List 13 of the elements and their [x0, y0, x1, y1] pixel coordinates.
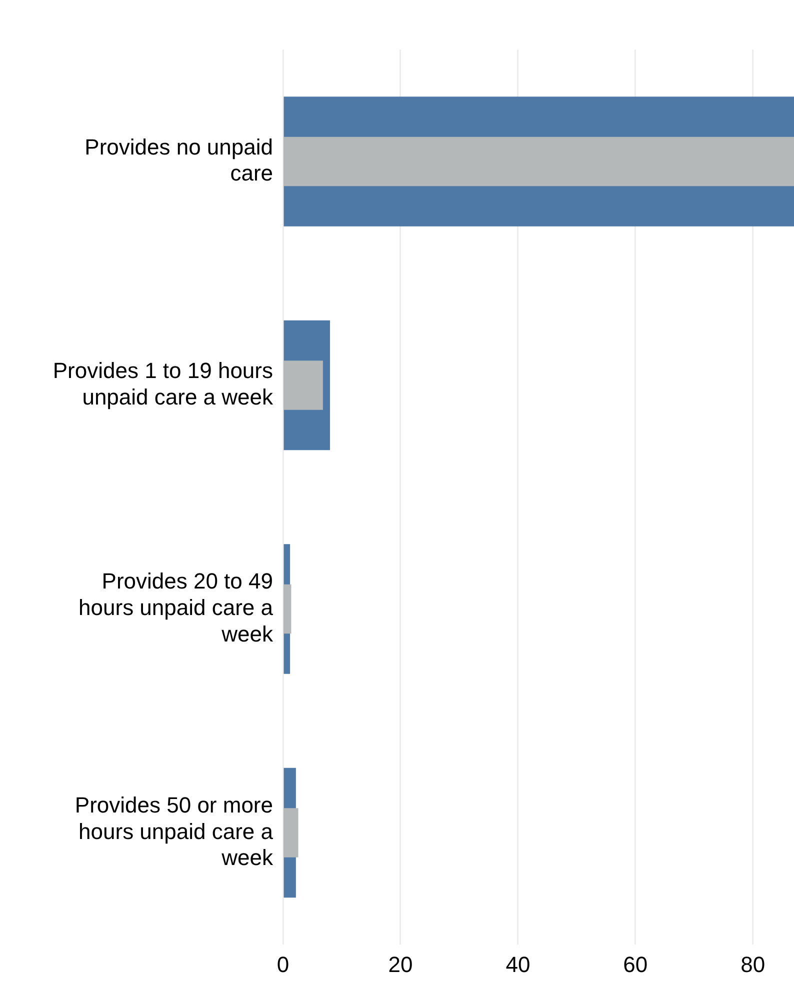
bar	[284, 584, 292, 634]
x-tick-label: 60	[623, 952, 648, 977]
x-tick-label: 20	[388, 952, 413, 977]
x-tick-label: 80	[740, 952, 766, 977]
y-tick-label: Provides 1 to 19 hours unpaid care a week	[52, 358, 274, 410]
bar	[284, 136, 794, 186]
bar	[284, 808, 298, 858]
x-tick-label: 40	[506, 952, 530, 977]
y-tick-label: Provides 20 to 49 hours unpaid care a week	[78, 568, 274, 646]
x-tick-label: 0	[276, 952, 290, 977]
y-tick-label: Provides 50 or more hours unpaid care a week	[74, 792, 274, 870]
y-tick-label: Provides no unpaid care	[84, 134, 273, 186]
bar	[284, 360, 323, 410]
